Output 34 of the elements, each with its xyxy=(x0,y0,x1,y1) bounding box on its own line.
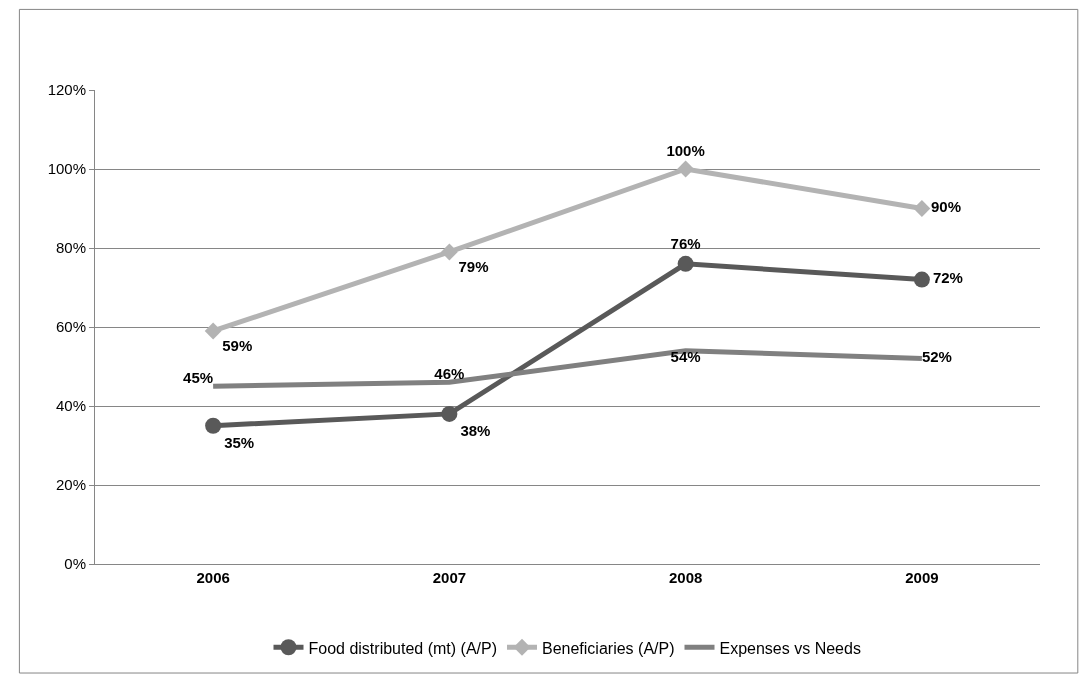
data-label: 100% xyxy=(666,142,705,160)
point xyxy=(913,200,931,217)
data-label: 52% xyxy=(921,348,952,366)
y-tick-label: 100% xyxy=(47,160,86,178)
y-tick-label: 120% xyxy=(47,81,86,99)
data-label: 38% xyxy=(460,422,491,440)
y-tick-label: 20% xyxy=(55,476,86,494)
data-label: 45% xyxy=(183,368,214,386)
point xyxy=(441,405,458,422)
x-tick-label: 2006 xyxy=(196,569,230,586)
data-label: 79% xyxy=(458,258,489,276)
legend-label: Food distributed (mt) (A/P) xyxy=(308,639,497,657)
y-tick-label: 60% xyxy=(55,318,86,336)
data-label: 46% xyxy=(434,364,465,382)
data-label: 54% xyxy=(670,347,701,365)
point xyxy=(677,255,694,272)
legend-label: Beneficiaries (A/P) xyxy=(542,639,675,657)
point xyxy=(205,417,222,434)
x-tick-label: 2009 xyxy=(905,569,939,586)
y-tick-label: 40% xyxy=(55,397,86,415)
data-label: 72% xyxy=(932,269,963,287)
data-label: 35% xyxy=(224,434,255,451)
point xyxy=(204,322,222,340)
point xyxy=(440,243,458,261)
y-tick-label: 80% xyxy=(55,239,86,257)
data-label: 59% xyxy=(222,337,253,355)
legend-label: Expenses vs Needs xyxy=(719,639,861,657)
y-tick-label: 0% xyxy=(64,555,86,573)
data-label: 90% xyxy=(931,198,962,216)
data-label: 76% xyxy=(670,235,701,253)
x-tick-label: 2007 xyxy=(432,569,467,586)
point xyxy=(677,160,695,178)
x-tick-label: 2008 xyxy=(668,569,703,586)
point xyxy=(913,271,930,288)
